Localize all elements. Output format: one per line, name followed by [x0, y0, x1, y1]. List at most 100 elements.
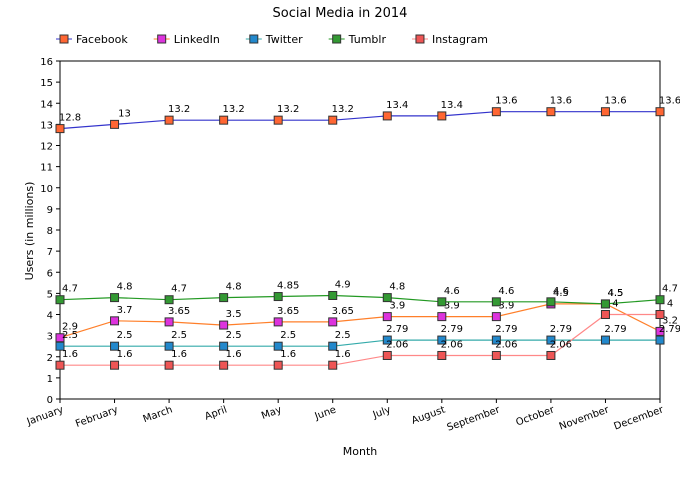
data-label-linkedin: 4.5 — [553, 288, 569, 299]
point-tumblr — [382, 293, 392, 303]
data-label-facebook: 13 — [118, 108, 131, 119]
point-twitter — [491, 335, 501, 345]
series-line-instagram — [60, 313, 660, 366]
data-label-linkedin: 4.5 — [608, 288, 624, 299]
data-label-linkedin: 3.65 — [277, 306, 299, 317]
point-instagram — [491, 350, 501, 360]
data-label-facebook: 12.8 — [59, 113, 81, 124]
chart-title: Social Media in 2014 — [273, 6, 408, 21]
point-instagram — [600, 310, 610, 319]
data-label-instagram: 1.6 — [280, 349, 296, 360]
data-label-instagram: 1.6 — [62, 349, 78, 360]
data-label-facebook: 13.4 — [441, 100, 463, 111]
point-instagram — [382, 350, 392, 360]
series-facebook: 12.8 13 13.2 13.2 13.2 13.2 13.4 13.4 13.6 13.6 13… — [55, 96, 680, 134]
legend: Facebook LinkedIn Twitter Tumblr Instagram — [56, 33, 488, 46]
x-tick-label-june: June — [313, 404, 338, 422]
point-twitter — [273, 341, 283, 351]
x-tick-label-february: February — [74, 404, 119, 430]
data-label-instagram: 1.6 — [117, 349, 133, 360]
y-tick-label: 12 — [40, 142, 53, 153]
point-facebook — [600, 107, 610, 117]
data-label-instagram: 2.06 — [495, 339, 517, 350]
point-facebook — [437, 111, 447, 121]
data-label-tumblr: 4.7 — [662, 284, 678, 295]
data-label-facebook: 13.6 — [495, 96, 517, 107]
data-label-instagram: 2.06 — [386, 339, 408, 350]
data-label-tumblr: 4.8 — [226, 282, 242, 293]
point-twitter — [382, 335, 392, 345]
data-label-linkedin: 3.65 — [332, 306, 354, 317]
point-tumblr — [655, 295, 665, 305]
x-axis-label: Month — [343, 445, 378, 458]
point-tumblr — [546, 297, 556, 307]
point-twitter — [110, 341, 120, 351]
y-axis-label: Users (in millions) — [23, 182, 36, 281]
point-tumblr — [55, 295, 65, 305]
point-facebook — [655, 107, 665, 117]
point-linkedin — [273, 317, 283, 327]
series-line-tumblr — [59, 294, 661, 305]
point-twitter — [600, 335, 610, 345]
data-label-instagram: 2.06 — [550, 339, 572, 350]
series-line-twitter — [60, 339, 660, 347]
legend-label: Twitter — [265, 33, 303, 46]
y-tick-label: 6 — [47, 268, 53, 279]
point-twitter — [55, 341, 65, 351]
point-instagram — [328, 360, 338, 370]
data-label-twitter: 2.5 — [171, 330, 187, 341]
y-tick-label: 9 — [47, 205, 53, 216]
data-label-instagram: 1.6 — [335, 349, 351, 360]
series-line-facebook — [59, 111, 660, 130]
data-label-facebook: 13.4 — [386, 100, 408, 111]
data-label-twitter: 2.79 — [495, 324, 517, 335]
data-label-twitter: 2.79 — [604, 324, 626, 335]
y-tick-label: 1 — [47, 374, 53, 385]
point-instagram — [546, 350, 556, 360]
point-facebook — [382, 111, 392, 121]
point-facebook — [491, 107, 501, 117]
x-tick-label-september: September — [446, 404, 503, 434]
data-label-twitter: 2.79 — [550, 324, 572, 335]
legend-label: Facebook — [76, 33, 128, 46]
series-twitter: 2.5 2.5 2.5 2.5 2.5 2.5 2.79 2.79 2.79 2.79 2.79 2.… — [55, 324, 680, 351]
y-tick-label: 15 — [40, 78, 53, 89]
data-label-linkedin: 3.9 — [389, 301, 405, 312]
series-instagram: 1.6 1.6 1.6 1.6 1.6 1.6 2.06 2.06 2.06 2.06 4 4 — [55, 299, 673, 370]
point-linkedin — [655, 326, 665, 336]
point-facebook — [164, 115, 174, 125]
data-label-twitter: 2.79 — [386, 324, 408, 335]
point-twitter — [655, 335, 665, 345]
point-facebook — [55, 124, 65, 134]
data-label-tumblr: 4.6 — [498, 286, 514, 297]
point-instagram — [164, 360, 174, 370]
data-label-twitter: 2.79 — [441, 324, 463, 335]
point-facebook — [328, 115, 338, 125]
x-tick-label-may: May — [260, 404, 283, 421]
point-facebook — [219, 115, 229, 125]
data-label-tumblr: 4.7 — [62, 284, 78, 295]
legend-item-twitter: Twitter — [245, 33, 303, 46]
x-tick-label-april: April — [203, 404, 228, 422]
legend-label: Tumblr — [348, 33, 387, 46]
data-label-instagram: 2.06 — [441, 339, 463, 350]
y-tick-label: 14 — [40, 99, 53, 110]
data-label-facebook: 13.6 — [604, 96, 626, 107]
data-label-instagram: 1.6 — [226, 349, 242, 360]
legend-label: Instagram — [432, 33, 488, 46]
data-label-twitter: 2.5 — [335, 330, 351, 341]
legend-item-instagram: Instagram — [411, 33, 488, 46]
data-label-tumblr: 4.8 — [117, 282, 133, 293]
data-label-tumblr: 4.9 — [335, 279, 351, 290]
data-label-tumblr: 4.6 — [444, 286, 460, 297]
data-label-facebook: 13.2 — [332, 104, 354, 115]
legend-marker — [332, 34, 342, 44]
y-tick-label: 11 — [40, 163, 53, 174]
data-label-linkedin: 3.65 — [168, 306, 190, 317]
point-linkedin — [219, 320, 229, 330]
point-linkedin — [382, 312, 392, 322]
series-linkedin: 2.9 3.7 3.65 3.5 3.65 3.65 3.9 3.9 3.9 4.5 4.5 3.2 — [55, 288, 678, 343]
point-instagram — [437, 350, 447, 360]
point-tumblr — [600, 299, 610, 309]
